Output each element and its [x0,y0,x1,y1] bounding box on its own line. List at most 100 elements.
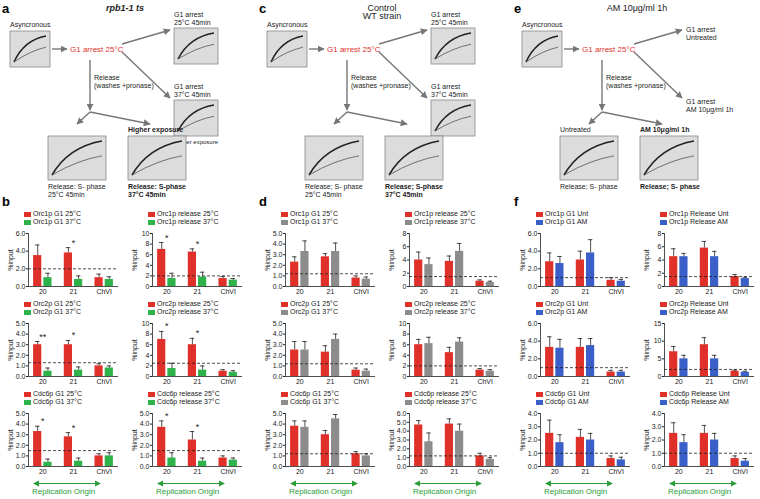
svg-text:%input: %input [388,339,396,360]
svg-text:4.0: 4.0 [528,410,538,417]
svg-text:2.0: 2.0 [16,265,26,272]
svg-text:10: 10 [142,230,150,237]
svg-text:25°C 45min: 25°C 45min [431,19,468,26]
svg-text:ChVI: ChVI [608,468,624,475]
svg-text:*: * [196,239,200,249]
svg-text:*: * [72,423,76,433]
svg-text:8: 8 [403,230,407,237]
svg-text:20: 20 [39,378,47,385]
svg-text:0.0: 0.0 [273,373,283,380]
svg-text:(washes +pronase): (washes +pronase) [606,82,666,90]
svg-text:0: 0 [146,373,150,380]
svg-text:0: 0 [403,283,407,290]
svg-text:3.0: 3.0 [16,431,26,438]
svg-text:G1 arrest: G1 arrest [431,83,460,90]
svg-text:rpb1-1 ts: rpb1-1 ts [106,3,144,13]
svg-text:1.0: 1.0 [140,452,150,459]
svg-text:Asyncronous: Asyncronous [10,21,51,29]
svg-text:a: a [2,1,10,16]
svg-text:4.0: 4.0 [16,247,26,254]
svg-text:4: 4 [658,256,662,263]
svg-text:(washes +pronase): (washes +pronase) [351,82,411,90]
svg-text:20: 20 [39,468,47,475]
svg-text:ChVI: ChVI [608,378,624,385]
svg-text:37°C 45min: 37°C 45min [174,91,211,98]
svg-text:3.0: 3.0 [273,341,283,348]
svg-text:Release: Release [94,74,120,81]
svg-text:(washes +pronase): (washes +pronase) [94,82,154,90]
svg-text:*: * [41,416,45,426]
svg-text:%input: %input [264,249,272,270]
svg-text:2: 2 [403,362,407,369]
svg-text:0.0: 0.0 [652,463,662,470]
svg-text:4: 4 [403,256,407,263]
svg-text:0: 0 [403,373,407,380]
svg-text:8: 8 [146,330,150,337]
svg-text:21: 21 [451,378,459,385]
svg-text:5.0: 5.0 [397,419,407,426]
svg-text:4: 4 [146,262,150,269]
svg-text:21: 21 [706,378,714,385]
svg-text:2.0: 2.0 [140,442,150,449]
svg-text:2.0: 2.0 [273,442,283,449]
svg-text:8: 8 [658,230,662,237]
svg-text:20: 20 [551,468,559,475]
svg-text:6: 6 [658,243,662,250]
svg-text:2.0: 2.0 [273,262,283,269]
svg-text:*: * [165,233,169,243]
svg-text:6.0: 6.0 [528,320,538,327]
svg-text:2.0: 2.0 [273,352,283,359]
svg-text:ChVI: ChVI [96,468,112,475]
svg-text:20: 20 [163,288,171,295]
svg-text:*: * [196,328,200,338]
svg-text:4.0: 4.0 [16,330,26,337]
svg-text:Asyncronous: Asyncronous [267,21,308,29]
svg-text:6: 6 [403,341,407,348]
svg-text:ChVI: ChVI [96,288,112,295]
svg-text:G1 arrest: G1 arrest [686,98,715,105]
svg-text:0.0: 0.0 [528,373,538,380]
svg-text:0: 0 [146,283,150,290]
svg-text:*: * [72,330,76,340]
svg-text:21: 21 [70,288,78,295]
svg-text:ChVI: ChVI [353,288,369,295]
svg-text:G1 arrest: G1 arrest [174,11,203,18]
svg-text:4.0: 4.0 [273,330,283,337]
svg-text:%input: %input [131,339,139,360]
svg-text:%input: %input [264,339,272,360]
svg-text:10: 10 [399,320,407,327]
svg-text:5: 5 [658,355,662,362]
svg-text:ChVI: ChVI [220,468,236,475]
svg-text:3.0: 3.0 [397,436,407,443]
svg-text:Release; S- phase: Release; S- phase [305,183,363,191]
svg-text:6: 6 [146,341,150,348]
svg-text:21: 21 [70,468,78,475]
svg-text:0.0: 0.0 [397,463,407,470]
svg-text:%input: %input [7,339,15,360]
svg-text:15: 15 [654,320,662,327]
svg-text:Release; S- phase: Release; S- phase [560,183,618,191]
svg-text:G1 arrest: G1 arrest [174,83,203,90]
svg-text:2.0: 2.0 [528,436,538,443]
svg-text:G1 arrest: G1 arrest [431,11,460,18]
svg-text:21: 21 [582,288,590,295]
svg-text:10: 10 [654,337,662,344]
svg-text:37°C 45min: 37°C 45min [128,191,166,198]
svg-text:2.0: 2.0 [528,265,538,272]
svg-text:Higher exposure: Higher exposure [128,126,183,134]
svg-text:5.0: 5.0 [16,410,26,417]
svg-text:2.0: 2.0 [16,352,26,359]
svg-text:*: * [196,422,200,432]
svg-text:%input: %input [131,429,139,450]
svg-text:21: 21 [706,288,714,295]
svg-text:%input: %input [388,249,396,270]
svg-text:2: 2 [658,269,662,276]
svg-text:AM 10μg/ml 1h: AM 10μg/ml 1h [640,126,689,134]
svg-text:20: 20 [420,378,428,385]
svg-text:21: 21 [70,378,78,385]
svg-text:Release: Release [351,74,377,81]
svg-text:5.0: 5.0 [16,320,26,327]
svg-text:Release: S-phase: Release: S-phase [128,183,186,191]
svg-text:1.0: 1.0 [273,452,283,459]
svg-text:5.0: 5.0 [273,410,283,417]
